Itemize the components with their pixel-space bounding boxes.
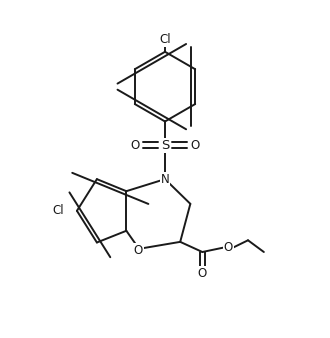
Text: O: O — [134, 244, 143, 257]
Text: N: N — [161, 173, 169, 186]
Text: Cl: Cl — [159, 32, 171, 46]
Text: O: O — [191, 139, 200, 152]
Text: Cl: Cl — [52, 204, 64, 217]
Text: O: O — [130, 139, 139, 152]
Text: O: O — [224, 241, 233, 254]
Text: S: S — [161, 139, 169, 152]
Text: O: O — [198, 267, 207, 280]
